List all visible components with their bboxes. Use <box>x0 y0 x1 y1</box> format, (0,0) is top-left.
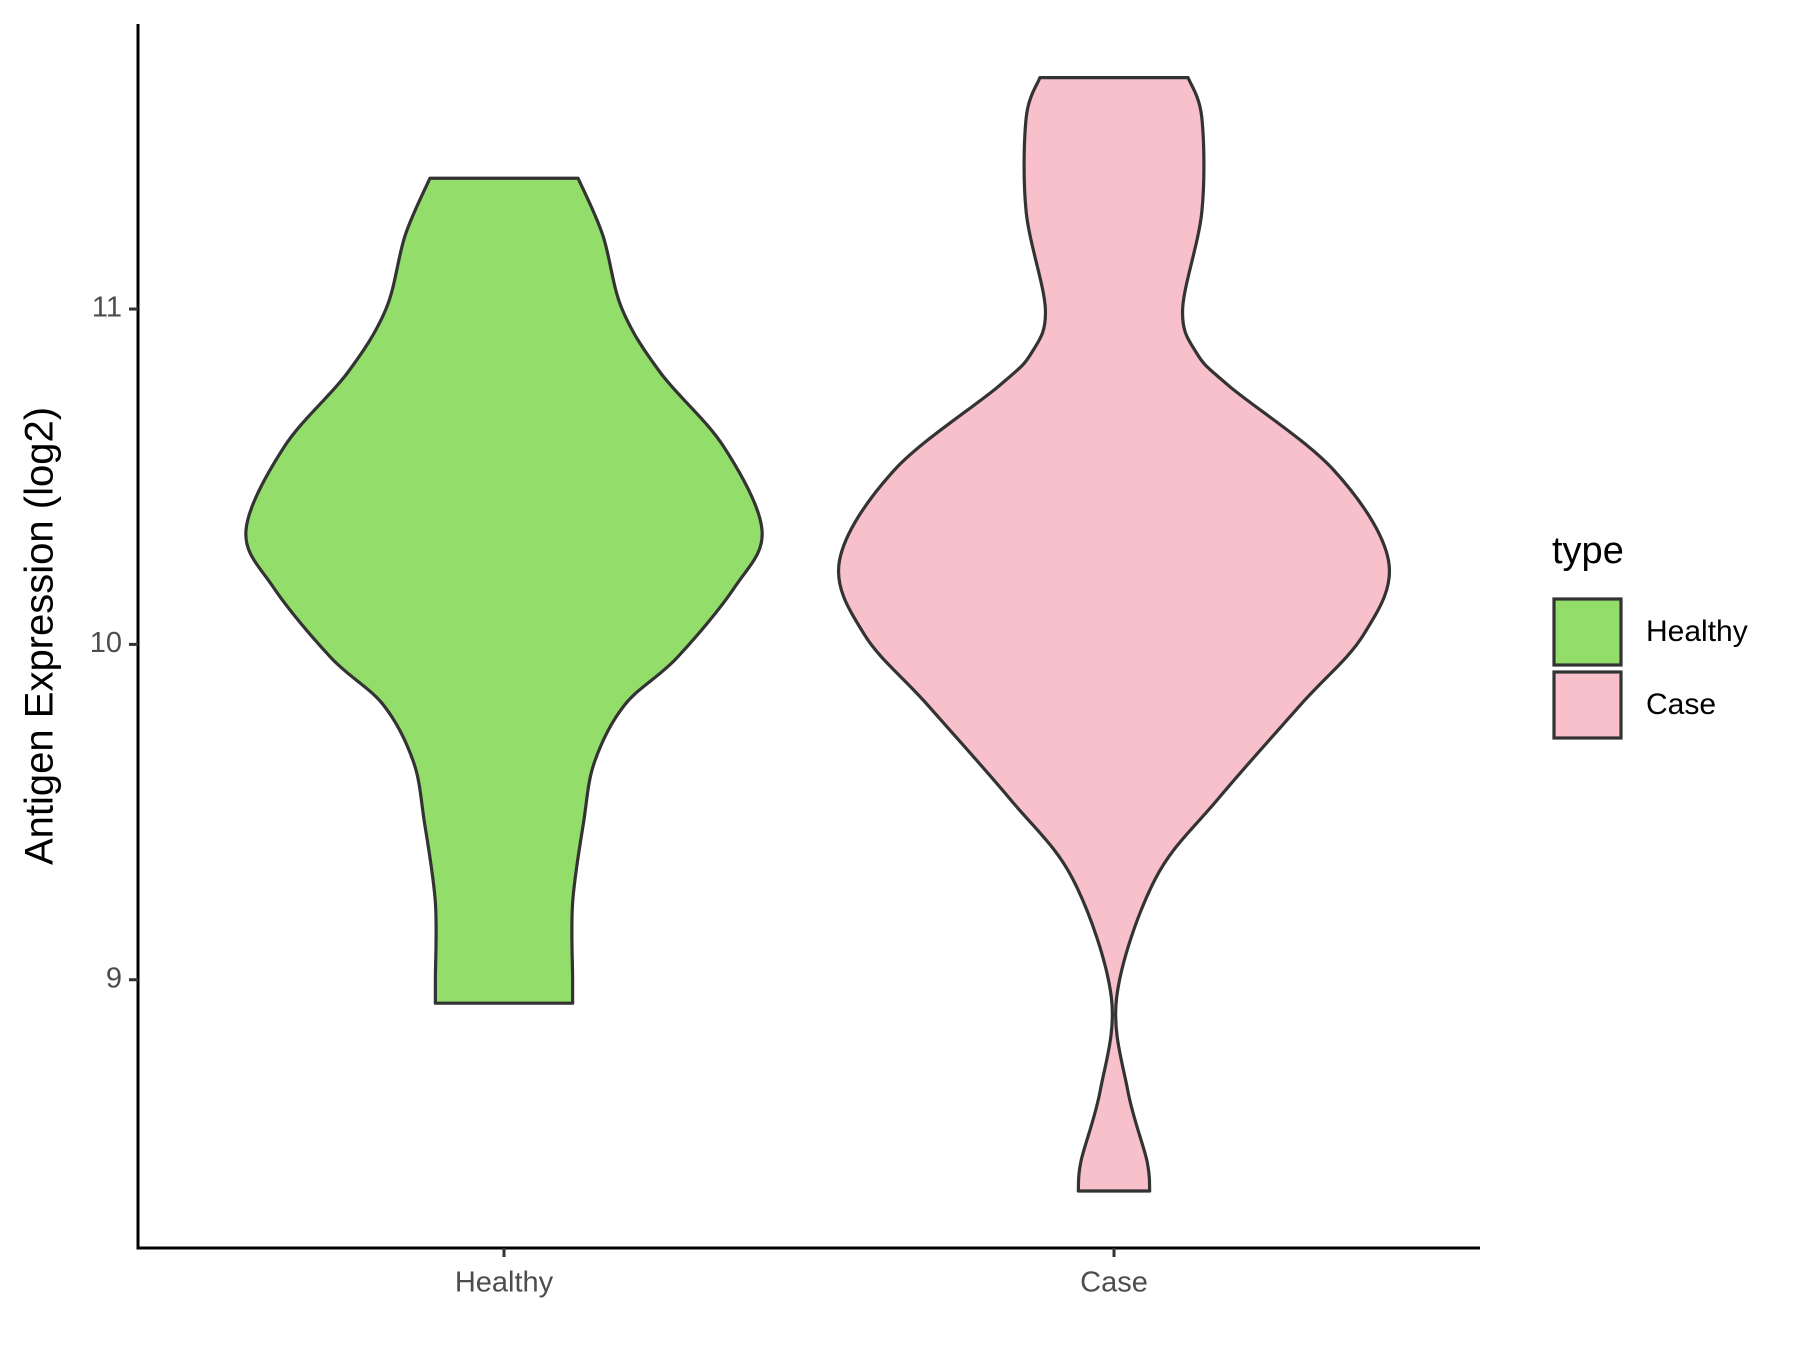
y-tick-label: 10 <box>90 627 122 659</box>
legend-label: Case <box>1646 688 1716 721</box>
legend-title: type <box>1552 530 1624 572</box>
violin <box>836 76 1392 1193</box>
legend-key <box>1552 670 1623 740</box>
y-tick-label: 9 <box>106 962 122 994</box>
x-tick-label: Case <box>1080 1267 1148 1299</box>
legend-key <box>1552 597 1623 667</box>
y-tick-label: 11 <box>92 292 122 324</box>
x-tick-label: Healthy <box>455 1267 554 1299</box>
violin <box>244 176 764 1005</box>
y-axis-title: Antigen Expression (log2) <box>18 407 62 865</box>
legend-label: Healthy <box>1646 615 1748 648</box>
